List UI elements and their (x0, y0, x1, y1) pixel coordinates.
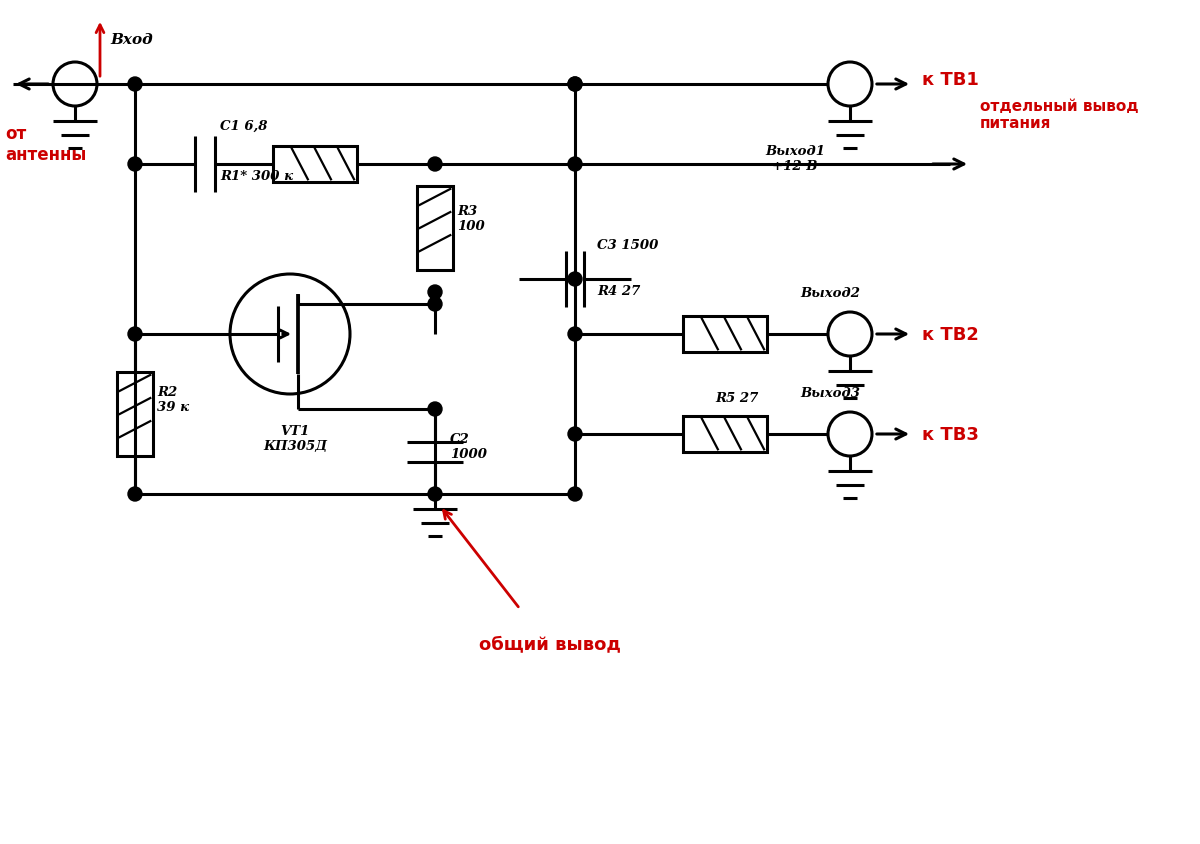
Text: к ТВ2: к ТВ2 (922, 326, 979, 344)
Circle shape (128, 78, 142, 92)
Circle shape (568, 327, 582, 342)
Circle shape (128, 158, 142, 172)
Text: Выход1
+12 В: Выход1 +12 В (766, 145, 826, 173)
Bar (683, 316, 767, 353)
Text: к ТВ3: к ТВ3 (922, 425, 979, 443)
Bar (683, 416, 767, 452)
Text: отдельный вывод
питания: отдельный вывод питания (980, 99, 1139, 131)
Circle shape (428, 403, 442, 416)
Text: Выход3: Выход3 (800, 387, 860, 399)
Text: С3 1500: С3 1500 (598, 239, 659, 252)
Circle shape (568, 158, 582, 172)
Text: C2
1000: C2 1000 (450, 433, 487, 461)
Text: Вход: Вход (110, 33, 152, 47)
Circle shape (128, 327, 142, 342)
Text: C1 6,8: C1 6,8 (220, 120, 268, 133)
Circle shape (568, 428, 582, 441)
Text: к ТВ1: к ТВ1 (922, 71, 979, 89)
Bar (274, 147, 358, 183)
Circle shape (128, 488, 142, 501)
Text: R3
100: R3 100 (457, 205, 485, 233)
Circle shape (568, 78, 582, 92)
Bar (418, 187, 454, 271)
Text: R1* 300 к: R1* 300 к (220, 170, 293, 183)
Bar (118, 372, 154, 457)
Circle shape (428, 285, 442, 300)
Text: R2
39 к: R2 39 к (157, 386, 190, 414)
Circle shape (428, 158, 442, 172)
Circle shape (568, 78, 582, 92)
Circle shape (568, 273, 582, 287)
Text: VT1
КП305Д: VT1 КП305Д (263, 425, 326, 452)
Text: от
антенны: от антенны (5, 125, 86, 164)
Text: общий вывод: общий вывод (479, 634, 620, 652)
Text: Выход2: Выход2 (800, 287, 860, 300)
Text: R5 27: R5 27 (715, 392, 758, 404)
Circle shape (568, 488, 582, 501)
Circle shape (428, 488, 442, 501)
Text: R4 27: R4 27 (598, 284, 641, 298)
Circle shape (428, 298, 442, 311)
